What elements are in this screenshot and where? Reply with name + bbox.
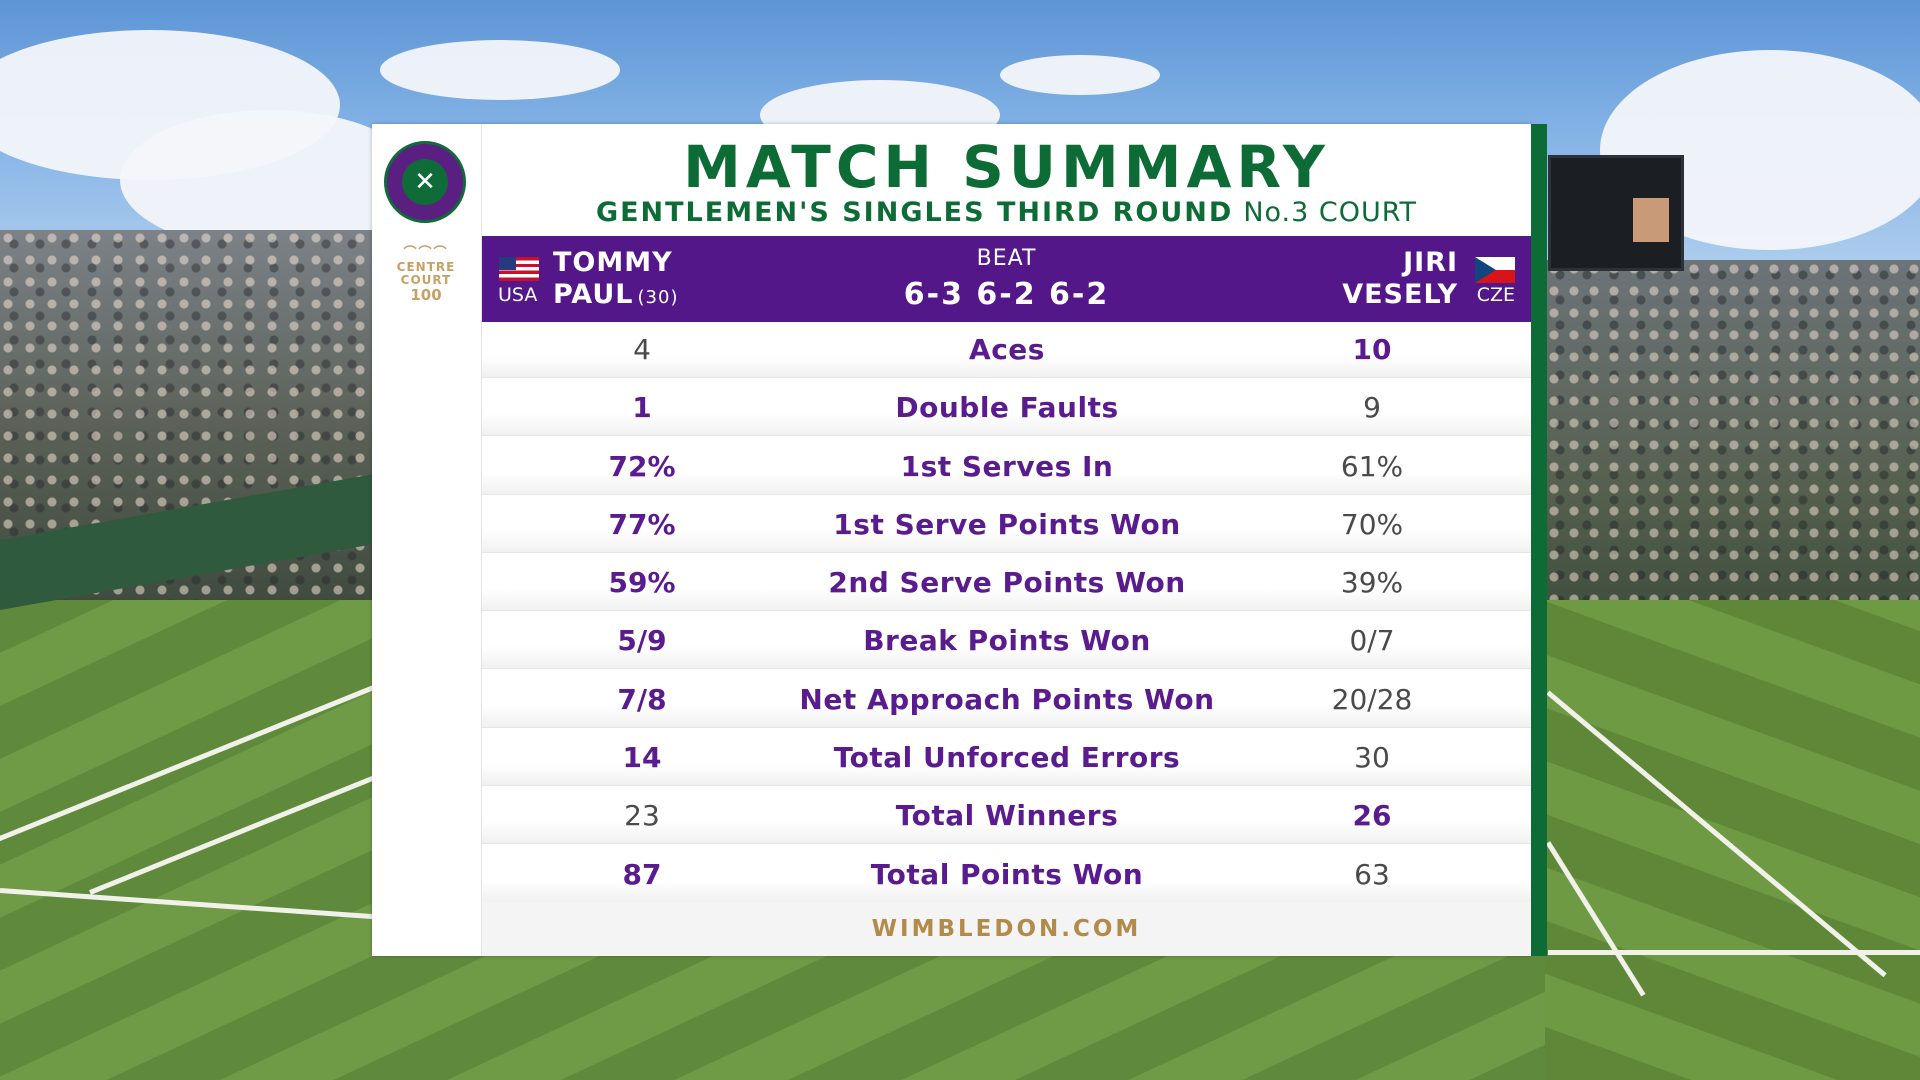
winner-seed: (30) [637, 287, 679, 308]
stat-row: 4 Aces 10 [482, 322, 1531, 378]
round-label: GENTLEMEN'S SINGLES THIRD ROUND [595, 197, 1234, 228]
stat-row: 87 Total Points Won 63 [482, 846, 1531, 903]
stat-right-value: 30 [1354, 741, 1390, 775]
cloud [1000, 55, 1160, 95]
stat-row: 14 Total Unforced Errors 30 [482, 730, 1531, 787]
stat-left-value: 4 [633, 333, 651, 366]
stat-right-value: 0/7 [1349, 624, 1395, 658]
stat-label: Double Faults [895, 391, 1119, 425]
stat-right-value: 63 [1354, 857, 1390, 891]
stat-label: 1st Serve Points Won [833, 507, 1181, 541]
stat-row: 7/8 Net Approach Points Won 20/28 [482, 671, 1531, 728]
stat-label: Break Points Won [863, 624, 1151, 658]
stat-left-value: 23 [624, 799, 660, 833]
stat-row: 5/9 Break Points Won 0/7 [482, 613, 1531, 670]
stat-right-value: 20/28 [1331, 682, 1413, 716]
stat-row: 72% 1st Serves In 61% [482, 438, 1531, 495]
stat-right-value: 26 [1352, 799, 1392, 833]
stat-label: Aces [969, 333, 1045, 366]
stat-left-value: 7/8 [617, 682, 667, 716]
stat-row: 77% 1st Serve Points Won 70% [482, 496, 1531, 553]
grass-court-right [1545, 600, 1920, 1080]
players-banner: USA TOMMY PAUL (30) BEAT 6-3 6-2 6-2 JIRI… [482, 236, 1531, 322]
loser-first-name: JIRI [1403, 247, 1458, 278]
match-score: 6-3 6-2 6-2 [903, 277, 1110, 312]
stat-left-value: 59% [608, 566, 676, 600]
winner-first-name: TOMMY [553, 247, 673, 278]
stat-right-value: 70% [1340, 507, 1404, 541]
result-word: BEAT [976, 246, 1037, 271]
stat-right-value: 39% [1340, 566, 1404, 600]
stat-left-value: 14 [622, 741, 662, 775]
stat-left-value: 5/9 [617, 624, 667, 658]
crowd-stand-right [1545, 260, 1920, 640]
stat-right-value: 9 [1363, 391, 1381, 425]
stat-left-value: 1 [632, 391, 652, 425]
usa-flag-icon [499, 257, 539, 281]
court-line [1548, 950, 1920, 955]
stat-left-value: 77% [608, 507, 676, 541]
stat-label: 1st Serves In [900, 449, 1114, 483]
loser-country: CZE [1476, 284, 1515, 306]
loser-last-name: VESELY [1342, 279, 1458, 310]
stat-right-value: 10 [1352, 333, 1392, 366]
match-summary-panel: ✕ ⌒⌒⌒ CENTRE COURT 100 MATCH SUMMARY GEN… [372, 124, 1531, 956]
stat-left-value: 72% [608, 449, 676, 483]
stat-label: Net Approach Points Won [799, 682, 1215, 716]
stat-left-value: 87 [622, 857, 662, 891]
stat-right-value: 61% [1340, 449, 1404, 483]
cloud [120, 110, 420, 250]
stat-label: Total Winners [895, 799, 1119, 833]
stat-row: 23 Total Winners 26 [482, 788, 1531, 845]
stat-label: Total Points Won [870, 857, 1144, 891]
winner-last-name: PAUL (30) [553, 279, 679, 310]
logo-column: ✕ ⌒⌒⌒ CENTRE COURT 100 [372, 124, 482, 956]
winner-country: USA [498, 284, 538, 306]
stat-label: 2nd Serve Points Won [828, 566, 1186, 600]
stat-label: Total Unforced Errors [833, 741, 1181, 775]
stadium-screen [1548, 155, 1684, 271]
stat-row: 59% 2nd Serve Points Won 39% [482, 555, 1531, 612]
panel-accent-bar [1531, 124, 1547, 956]
centre-court-100-logo: ⌒⌒⌒ CENTRE COURT 100 [396, 246, 456, 304]
match-round: GENTLEMEN'S SINGLES THIRD ROUND No.3 COUR… [482, 196, 1531, 230]
website-footer: WIMBLEDON.COM [482, 902, 1531, 956]
page-title: MATCH SUMMARY [683, 133, 1330, 201]
stat-row: 1 Double Faults 9 [482, 380, 1531, 437]
stats-table: 4 Aces 10 1 Double Faults 9 72% 1st Serves In 61… [482, 322, 1531, 905]
court-label: No.3 COURT [1243, 197, 1418, 228]
wimbledon-crest-icon: ✕ [384, 141, 466, 223]
cloud [380, 40, 620, 100]
czech-flag-icon [1475, 257, 1515, 283]
